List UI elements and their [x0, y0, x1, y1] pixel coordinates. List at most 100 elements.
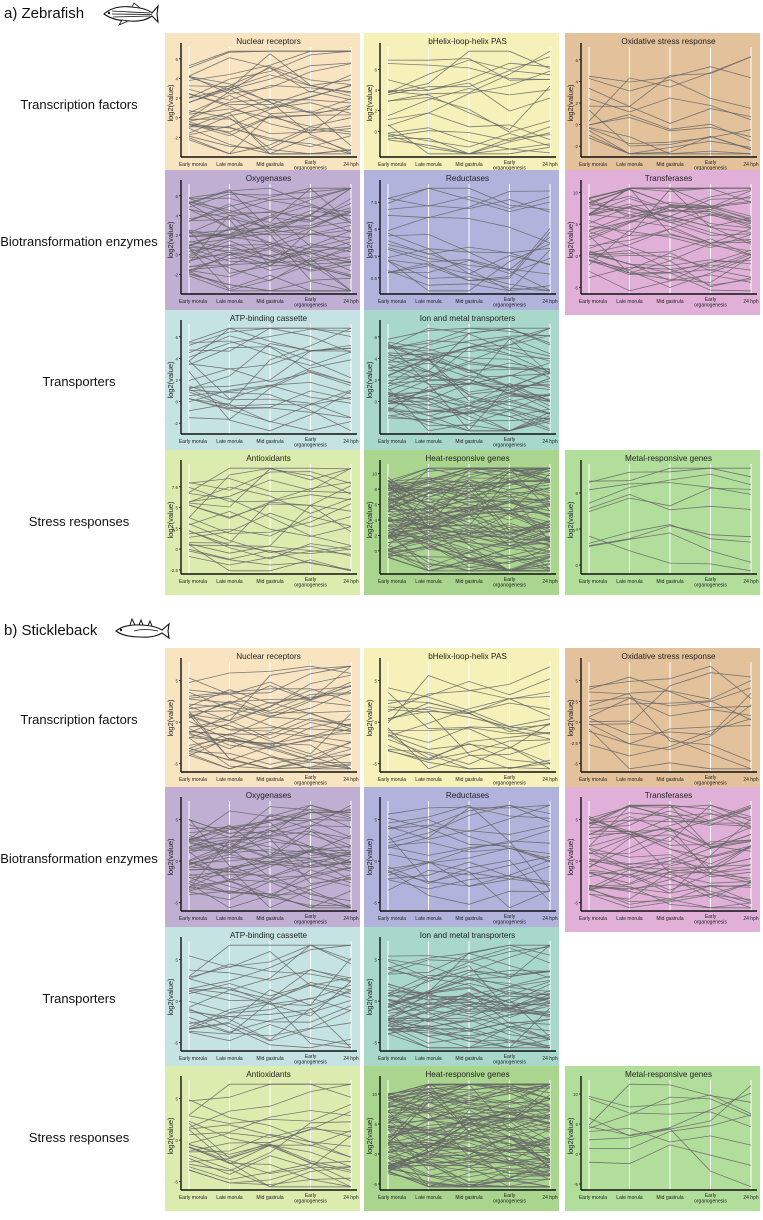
- y-axis-label: log2(value): [166, 84, 175, 122]
- y-tick-label: 0: [374, 400, 377, 405]
- y-axis-label: log2(value): [365, 838, 374, 876]
- series-line: [387, 804, 551, 844]
- series-line: [188, 734, 352, 770]
- x-tick-label: 24 hph: [542, 777, 558, 783]
- series-line: [387, 1019, 551, 1040]
- series-line: [188, 830, 352, 889]
- series-line: [387, 1133, 551, 1171]
- x-tick-label: Late morula: [216, 1056, 243, 1062]
- series-line: [387, 1092, 551, 1112]
- stickleback-icon: [115, 618, 170, 640]
- series-line: [387, 482, 551, 514]
- series-line: [387, 472, 551, 504]
- series-line: [387, 500, 551, 538]
- series-line: [387, 1115, 551, 1129]
- series-line: [387, 503, 551, 534]
- series-line: [387, 513, 551, 538]
- series-line: [588, 804, 752, 849]
- x-tick-label: Mid gastrula: [455, 916, 482, 922]
- x-tick-label: organogenesis: [694, 303, 727, 309]
- series-line: [387, 216, 551, 244]
- series-line: [188, 689, 352, 730]
- line-chart: -2.5 0 2.5 5 7.5 log2(value) Early morula Late …: [166, 454, 359, 589]
- panel-zebrafish-oxidative-stress-response: -2 0 2 4 6 log2(value) Early morula Late morula…: [565, 33, 760, 178]
- series-line: [588, 848, 752, 884]
- series-line: [588, 832, 752, 874]
- series-line: [387, 1099, 551, 1130]
- y-tick-label: -2: [574, 144, 578, 149]
- panel-title: Transferases: [645, 791, 692, 800]
- series-line: [188, 93, 352, 134]
- series-line: [387, 974, 551, 995]
- series-line: [188, 983, 352, 997]
- series-line: [588, 687, 752, 707]
- series-line: [387, 709, 551, 770]
- x-tick-label: 24 hph: [343, 1056, 359, 1062]
- x-tick-label: Early morula: [179, 439, 207, 445]
- y-tick-label: 0: [575, 1152, 578, 1157]
- x-tick-label: Early morula: [378, 439, 406, 445]
- series-line: [387, 840, 551, 870]
- x-tick-label: organogenesis: [294, 166, 327, 172]
- series-line: [387, 841, 551, 854]
- x-tick-label: Mid gastrula: [256, 579, 283, 585]
- series-line: [188, 963, 352, 983]
- x-tick-label: Mid gastrula: [455, 299, 482, 305]
- series-line: [588, 78, 752, 109]
- series-line: [188, 327, 352, 412]
- series-line: [188, 968, 352, 1000]
- series-line: [188, 1000, 352, 1033]
- series-line: [588, 127, 752, 145]
- series-line: [387, 727, 551, 770]
- series-line: [188, 230, 352, 276]
- series-line: [387, 548, 551, 568]
- series-line: [188, 685, 352, 710]
- x-tick-label: 24 hph: [542, 1195, 558, 1201]
- series-line: [387, 1108, 551, 1127]
- series-line: [188, 74, 352, 103]
- panel-stickleback-heat-responsive-genes: -5 0 5 10 log2(value) Early morula Late morula…: [364, 1066, 559, 1211]
- panel-title: Metal-responsive genes: [625, 1070, 712, 1079]
- series-line: [588, 691, 752, 762]
- series-line: [188, 328, 352, 358]
- x-tick-label: Early: [305, 577, 317, 583]
- x-tick-label: Mid gastrula: [656, 299, 683, 305]
- y-axis-label: log2(value): [566, 699, 575, 737]
- series-line: [387, 50, 551, 94]
- row-label-stress-responses: Stress responses: [28, 513, 130, 529]
- series-line: [188, 209, 352, 252]
- y-axis-label: log2(value): [365, 361, 374, 399]
- series-line: [188, 737, 352, 770]
- series-line: [387, 532, 551, 559]
- series-line: [387, 675, 551, 724]
- x-tick-label: Late morula: [415, 1056, 442, 1062]
- y-tick-label: -5: [174, 901, 178, 906]
- series-line: [188, 468, 352, 508]
- series-line: [588, 259, 752, 292]
- series-line: [188, 665, 352, 683]
- series-line: [588, 720, 752, 770]
- series-line: [188, 821, 352, 856]
- series-line: [188, 1083, 351, 1102]
- y-tick-label: 5: [175, 679, 178, 684]
- series-line: [387, 993, 551, 1018]
- y-tick-label: 0: [374, 1152, 377, 1157]
- series-line: [188, 869, 352, 899]
- y-tick-label: 6: [175, 194, 178, 199]
- series-line: [387, 946, 551, 1009]
- series-line: [188, 814, 352, 862]
- series-line: [588, 1094, 752, 1115]
- line-chart: -5 0 5 10 log2(value) Early morula Late morula…: [566, 1070, 759, 1205]
- x-tick-label: organogenesis: [294, 920, 327, 926]
- panel-zebrafish-antioxidants: -2.5 0 2.5 5 7.5 log2(value) Early morula Late …: [165, 450, 360, 595]
- x-tick-label: 24 hph: [743, 299, 759, 305]
- x-tick-label: Late morula: [415, 916, 442, 922]
- y-axis-label: log2(value): [166, 699, 175, 737]
- panel-stickleback-antioxidants: -5 0 5 log2(value) Early morula Late morula Mi…: [165, 1066, 360, 1211]
- series-line: [188, 1144, 352, 1173]
- row-label-stress-responses: Stress responses: [28, 1129, 130, 1145]
- series-line: [588, 804, 752, 827]
- y-tick-label: -5: [174, 1041, 178, 1046]
- line-chart: 0.5 2.5 5 7.5 log2(value) Early morula Late mo…: [365, 174, 558, 309]
- y-axis-label: log2(value): [566, 84, 575, 122]
